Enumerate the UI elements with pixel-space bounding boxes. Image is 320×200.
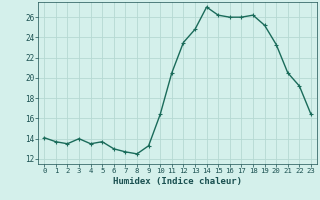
X-axis label: Humidex (Indice chaleur): Humidex (Indice chaleur): [113, 177, 242, 186]
